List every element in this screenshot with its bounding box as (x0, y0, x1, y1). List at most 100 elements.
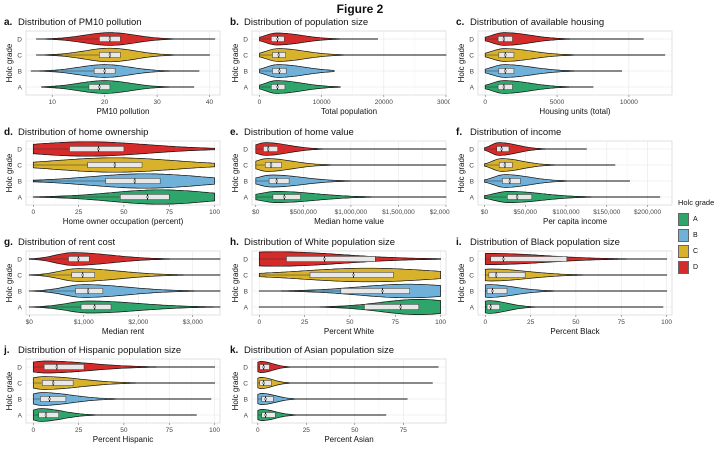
median-point-a (44, 413, 48, 417)
y-tick-label: B (244, 289, 248, 296)
median-point-a (399, 305, 402, 309)
panel-tag: i. (456, 237, 462, 248)
median-point-c (108, 53, 112, 57)
iqr-box-a (120, 194, 170, 200)
x-tick-label: 0 (31, 209, 35, 216)
violin-d (484, 32, 644, 46)
chart-panel-j: j. Distribution of Hispanic population si… (3, 345, 220, 444)
panel-tag: h. (230, 237, 239, 248)
y-tick-label: D (243, 147, 248, 154)
x-tick-label: 50 (346, 319, 354, 326)
x-tick-label: 75 (618, 319, 626, 326)
violin-b (28, 284, 221, 298)
y-axis-label: Holc grade (5, 263, 14, 302)
legend-label-b: B (693, 231, 698, 239)
y-tick-label: B (244, 397, 248, 404)
x-tick-label: $2,000,000 (430, 209, 450, 216)
y-tick-label: D (17, 37, 22, 44)
x-tick-label: 25 (75, 427, 83, 434)
y-tick-label: C (17, 381, 22, 388)
y-axis-label: Holc grade (457, 263, 466, 302)
x-axis-label: Total population (321, 107, 377, 116)
y-tick-label: B (244, 69, 248, 76)
iqr-box-a (364, 304, 420, 310)
y-tick-label: D (469, 257, 474, 264)
y-axis-label: Holc grade (231, 43, 240, 82)
x-tick-label: $100,000 (552, 209, 579, 216)
median-point-c (352, 273, 355, 277)
iqr-box-d (69, 146, 125, 152)
violin-a (41, 80, 195, 94)
iqr-box-d (497, 36, 513, 42)
x-tick-label: 30 (153, 99, 161, 106)
x-axis-label: Per capita income (543, 217, 608, 226)
violin-c (28, 268, 221, 282)
y-tick-label: D (469, 37, 474, 44)
iqr-box-a (497, 84, 513, 90)
y-tick-label: B (18, 69, 22, 76)
median-point-c (262, 381, 265, 385)
x-tick-label: 100 (209, 427, 220, 434)
x-tick-label: 50 (120, 427, 128, 434)
y-tick-label: A (470, 85, 475, 92)
median-point-d (323, 257, 326, 261)
x-tick-label: 0 (483, 99, 487, 106)
panel-title: Distribution of rent cost (18, 237, 116, 248)
y-tick-label: C (17, 273, 22, 280)
iqr-box-d (286, 256, 376, 262)
x-tick-label: 75 (166, 427, 174, 434)
x-axis-label: Median home value (314, 217, 384, 226)
legend-key-b (678, 228, 689, 242)
median-point-d (266, 147, 270, 151)
median-point-d (77, 257, 80, 261)
y-tick-label: C (469, 163, 474, 170)
panel-title: Distribution of available housing (470, 17, 604, 28)
median-point-b (278, 69, 281, 73)
x-axis-label: Home owner occupation (percent) (63, 217, 184, 226)
x-tick-label: 10000 (313, 99, 331, 106)
median-point-b (491, 289, 494, 293)
median-point-b (103, 69, 106, 73)
y-tick-label: A (244, 85, 249, 92)
violin-b (255, 174, 447, 188)
median-point-a (276, 85, 279, 89)
median-point-b (86, 289, 90, 293)
y-tick-label: A (18, 413, 23, 420)
median-point-b (48, 397, 51, 401)
x-tick-label: $0 (481, 209, 489, 216)
violin-c (32, 376, 215, 390)
legend-label-c: C (693, 247, 699, 255)
y-axis-label: Holc grade (5, 43, 14, 82)
legend-item-b: B (678, 227, 718, 243)
x-tick-label: 10 (49, 99, 57, 106)
x-tick-label: 10000 (620, 99, 638, 106)
y-tick-label: D (469, 147, 474, 154)
x-axis-label: Percent Hispanic (93, 435, 153, 444)
y-tick-label: C (243, 381, 248, 388)
x-tick-label: 50 (572, 319, 580, 326)
median-point-b (504, 69, 507, 73)
chart-panel-a: a. Distribution of PM10 pollution A B C DHolc… (4, 17, 221, 116)
y-tick-label: A (470, 305, 475, 312)
violin-c (484, 158, 616, 172)
y-tick-label: A (18, 195, 23, 202)
violin-a (484, 191, 661, 203)
y-tick-label: D (17, 147, 22, 154)
panel-title: Distribution of Asian population size (244, 345, 394, 356)
violin-d (484, 253, 667, 265)
iqr-box-a (507, 194, 533, 200)
panel-title: Distribution of home ownership (18, 127, 148, 138)
iqr-box-d (263, 146, 278, 152)
x-tick-label: 0 (257, 319, 261, 326)
x-tick-label: $500,000 (290, 209, 317, 216)
y-tick-label: B (18, 397, 22, 404)
violin-a (28, 300, 221, 314)
x-tick-label: $0 (252, 209, 260, 216)
violin-d (32, 360, 215, 374)
legend-item-d: D (678, 259, 718, 275)
violin-c (36, 47, 210, 63)
violin-a (257, 409, 387, 421)
panel-title: Distribution of PM10 pollution (18, 17, 142, 28)
median-point-a (98, 85, 101, 89)
x-axis-label: Percent White (324, 327, 375, 336)
